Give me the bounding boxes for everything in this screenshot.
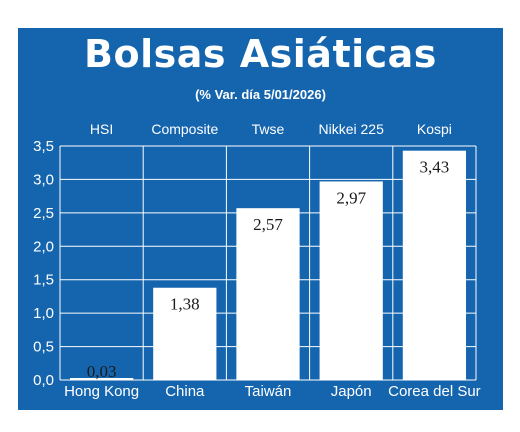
chart-panel: Bolsas Asiáticas (% Var. día 5/01/2026) … xyxy=(18,28,503,410)
x-category-label: Corea del Sur xyxy=(388,383,481,400)
bar-value-label: 2,97 xyxy=(336,188,366,207)
y-tick-label: 2,5 xyxy=(33,205,54,222)
y-tick-label: 0,0 xyxy=(33,372,54,389)
bar-value-label: 2,57 xyxy=(253,215,283,234)
bar xyxy=(402,150,467,380)
x-category-label: Japón xyxy=(331,383,372,400)
index-name-label: HSI xyxy=(90,121,113,137)
y-tick-label: 3,5 xyxy=(33,138,54,155)
y-tick-label: 2,0 xyxy=(33,238,54,255)
y-tick-label: 0,5 xyxy=(33,339,54,356)
bar-value-label: 3,43 xyxy=(420,158,450,177)
index-name-label: Nikkei 225 xyxy=(319,121,385,137)
bar-value-label: 1,38 xyxy=(170,295,200,314)
y-tick-label: 1,0 xyxy=(33,305,54,322)
x-category-label: Taiwán xyxy=(245,383,292,400)
index-name-label: Kospi xyxy=(417,121,452,137)
index-name-label: Composite xyxy=(151,121,218,137)
x-category-label: Hong Kong xyxy=(64,383,139,400)
chart-title: Bolsas Asiáticas xyxy=(84,32,437,76)
chart-subtitle: (% Var. día 5/01/2026) xyxy=(195,87,326,102)
bar xyxy=(319,181,383,380)
y-tick-label: 3,0 xyxy=(33,171,54,188)
bar-chart: 0,0 0,5 1,0 1,5 2,0 2,5 3,0 3,5 0,03 Hong Kong HSI… xyxy=(33,121,481,400)
y-tick-label: 1,5 xyxy=(33,272,54,289)
bar xyxy=(69,377,134,380)
x-category-label: China xyxy=(165,383,205,400)
bar xyxy=(153,287,217,380)
bar xyxy=(236,208,300,380)
bar-value-label: 0,03 xyxy=(87,362,117,381)
index-name-label: Twse xyxy=(252,121,285,137)
